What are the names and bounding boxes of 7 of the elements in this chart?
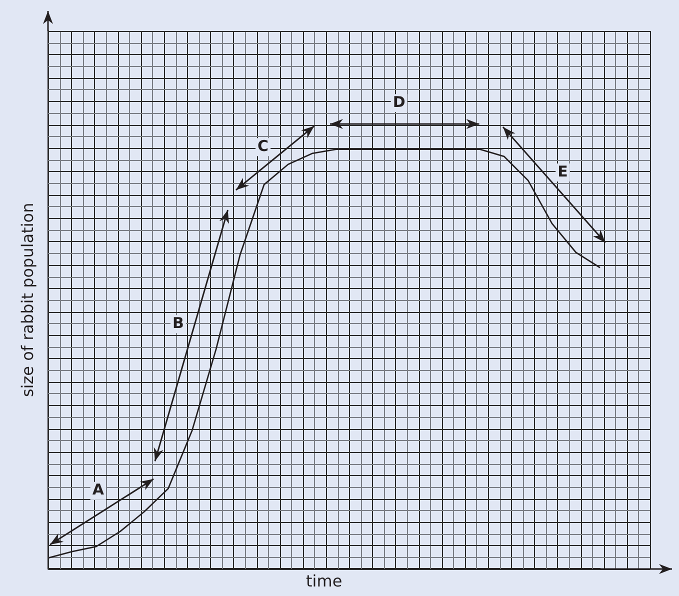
annotation: C (258, 137, 269, 156)
x-axis-title: time (306, 572, 342, 591)
text: D (392, 92, 406, 111)
annotation: E (558, 162, 568, 180)
annotation: B (172, 314, 184, 332)
y-axis-title: size of rabbit population (18, 202, 37, 398)
annotation: A (92, 480, 104, 499)
